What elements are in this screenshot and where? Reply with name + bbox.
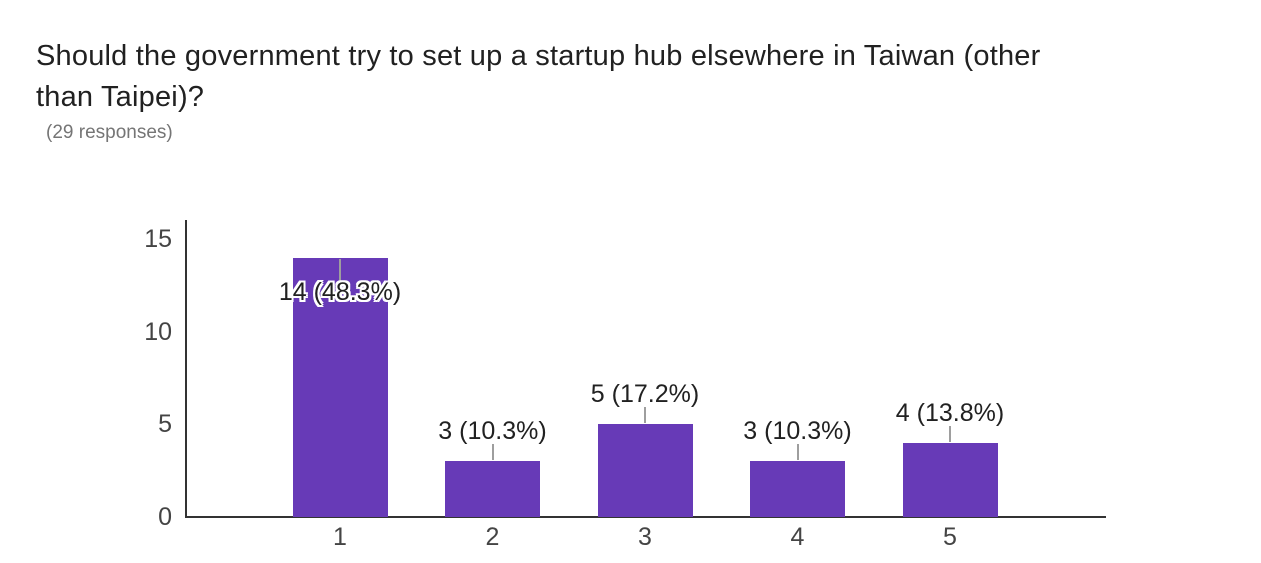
annotation-leader-line [339, 258, 341, 283]
bar [902, 442, 998, 517]
bar [597, 424, 693, 517]
bar [292, 257, 388, 517]
y-tick-label: 10 [144, 317, 172, 346]
y-axis-line [185, 220, 187, 518]
bar-value-label: 3 (10.3%) [438, 417, 547, 446]
question-title-line-2: than Taipei)? [36, 81, 205, 113]
x-axis-line [185, 516, 1106, 518]
question-title: Should the government try to set up a st… [36, 36, 1040, 118]
bar [750, 461, 845, 517]
x-tick-label: 2 [485, 523, 500, 551]
x-tick-label: 3 [638, 523, 652, 551]
bar-value-label: 4 (13.8%) [895, 398, 1005, 427]
annotation-leader-line [949, 425, 951, 442]
x-tick-label: 1 [333, 523, 347, 551]
annotation-leader-line [491, 444, 494, 461]
y-tick-label: 0 [158, 503, 172, 531]
annotation-leader-line [796, 444, 799, 461]
y-tick-label: 5 [158, 410, 172, 439]
response-count-label: (29 responses) [46, 122, 173, 143]
bar-value-label: 3 (10.3%) [743, 417, 852, 446]
question-title-line-1: Should the government try to set up a st… [36, 40, 1041, 72]
bar-value-label: 14 (48.3%) [278, 277, 402, 306]
annotation-leader-line [644, 407, 646, 424]
bar-value-label: 5 (17.2%) [590, 380, 700, 409]
x-tick-label: 4 [790, 523, 805, 551]
y-tick-label: 15 [144, 225, 172, 254]
bar [445, 461, 540, 517]
x-tick-label: 5 [943, 523, 957, 551]
